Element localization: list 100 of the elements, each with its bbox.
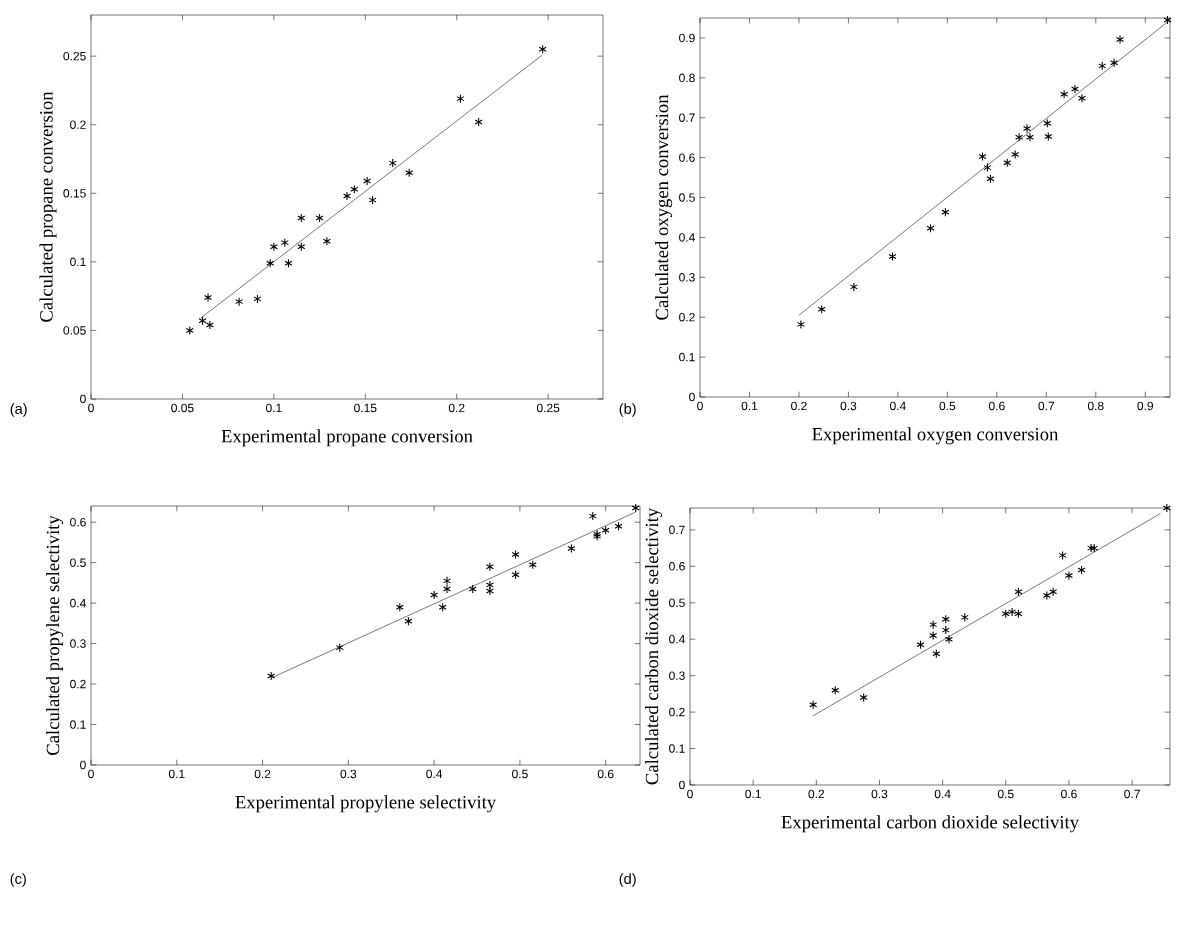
x-axis-title: Experimental oxygen conversion xyxy=(812,427,1059,445)
x-tick-label: 0.3 xyxy=(871,789,888,799)
y-tick-label: 0.4 xyxy=(679,233,695,242)
point xyxy=(253,294,262,304)
x-tick-label: 0.05 xyxy=(171,403,194,413)
y-tick-label: 0.2 xyxy=(70,679,86,689)
point xyxy=(941,614,950,624)
x-tick-label: 0 xyxy=(88,403,94,413)
point xyxy=(468,584,477,594)
point xyxy=(1014,587,1023,597)
x-tick-label: 0.1 xyxy=(745,789,761,799)
x-tick-label: 0.1 xyxy=(265,403,282,413)
point xyxy=(916,640,925,650)
point xyxy=(511,570,520,580)
x-tick-label: 0 xyxy=(697,401,703,411)
point xyxy=(1071,84,1080,94)
point xyxy=(960,612,969,622)
y-tick-label: 0.3 xyxy=(70,639,86,648)
point xyxy=(809,700,818,710)
text: (a) xyxy=(10,403,27,417)
y-tick-label: 0 xyxy=(80,394,86,404)
y-tick-label: 0.6 xyxy=(70,517,86,527)
point xyxy=(269,242,278,252)
x-tick-label: 0.4 xyxy=(426,769,443,779)
point xyxy=(1014,609,1023,619)
point xyxy=(944,634,953,644)
point xyxy=(1044,131,1053,142)
x-tick-label: 0.6 xyxy=(597,769,614,779)
point xyxy=(849,282,858,292)
x-tick-label: 0.4 xyxy=(934,789,951,799)
point xyxy=(978,151,987,161)
y-tick-label: 0.8 xyxy=(679,73,695,83)
point xyxy=(983,163,992,173)
point xyxy=(1060,89,1069,99)
point xyxy=(1008,607,1017,617)
y-axis-title: Calculated propane conversion xyxy=(39,91,57,322)
x-tick-label: 0.5 xyxy=(512,769,528,779)
x-tick-label: 0.15 xyxy=(354,403,377,413)
y-tick-label: 0.3 xyxy=(669,671,685,680)
point xyxy=(1087,543,1096,553)
point xyxy=(388,158,397,168)
y-axis-title: Calculated oxygen conversion xyxy=(655,94,673,320)
point xyxy=(1064,570,1073,580)
point xyxy=(888,252,897,262)
y-tick-label: 0.4 xyxy=(669,634,685,644)
y-tick-label: 0 xyxy=(80,760,86,770)
point xyxy=(817,304,826,314)
point xyxy=(297,242,306,252)
point xyxy=(1162,503,1171,513)
point xyxy=(1163,15,1172,25)
point xyxy=(929,631,938,641)
point xyxy=(1077,565,1086,575)
point xyxy=(859,692,868,703)
text: (b) xyxy=(619,403,636,417)
x-tick-label: 0.4 xyxy=(890,401,906,411)
point xyxy=(831,685,840,695)
y-tick-label: 0.3 xyxy=(679,273,695,282)
y-tick-label: 0.6 xyxy=(679,153,695,162)
text: (c) xyxy=(10,873,26,887)
x-tick-label: 0.5 xyxy=(997,789,1014,799)
point xyxy=(511,550,520,560)
point xyxy=(1098,61,1107,71)
y-tick-label: 0.25 xyxy=(63,51,86,61)
point xyxy=(430,590,439,600)
point xyxy=(485,580,494,590)
y-tick-label: 0.5 xyxy=(70,558,86,567)
point xyxy=(941,207,950,217)
x-tick-label: 0.2 xyxy=(791,401,807,411)
x-tick-label: 0.1 xyxy=(168,769,185,779)
point xyxy=(1058,550,1067,560)
point xyxy=(185,325,194,335)
y-tick-label: 0.1 xyxy=(70,720,86,729)
point xyxy=(614,521,623,531)
y-axis-title: Calculated carbon dioxide selectivity xyxy=(645,507,663,785)
point xyxy=(986,174,995,184)
y-tick-label: 0.6 xyxy=(669,562,685,571)
point xyxy=(588,511,597,521)
point xyxy=(284,258,293,268)
point xyxy=(297,213,306,223)
point xyxy=(368,195,377,205)
point xyxy=(438,602,447,612)
point xyxy=(442,576,451,586)
y-tick-label: 0.1 xyxy=(679,352,695,362)
x-tick-label: 0.1 xyxy=(741,401,758,411)
y-tick-label: 0.05 xyxy=(63,326,86,335)
point xyxy=(796,319,805,329)
point xyxy=(266,258,275,268)
point xyxy=(1077,93,1086,103)
x-tick-label: 0.5 xyxy=(939,401,956,411)
y-tick-label: 0.7 xyxy=(679,113,695,122)
x-tick-label: 0.7 xyxy=(1124,789,1140,799)
x-tick-label: 0.2 xyxy=(808,789,825,799)
y-tick-label: 0.7 xyxy=(669,525,685,535)
point xyxy=(280,238,289,248)
point xyxy=(363,176,372,186)
point xyxy=(442,584,451,594)
point xyxy=(405,168,414,178)
y-tick-label: 0.2 xyxy=(669,707,685,717)
y-tick-label: 0.1 xyxy=(70,257,86,267)
point xyxy=(1090,543,1099,553)
